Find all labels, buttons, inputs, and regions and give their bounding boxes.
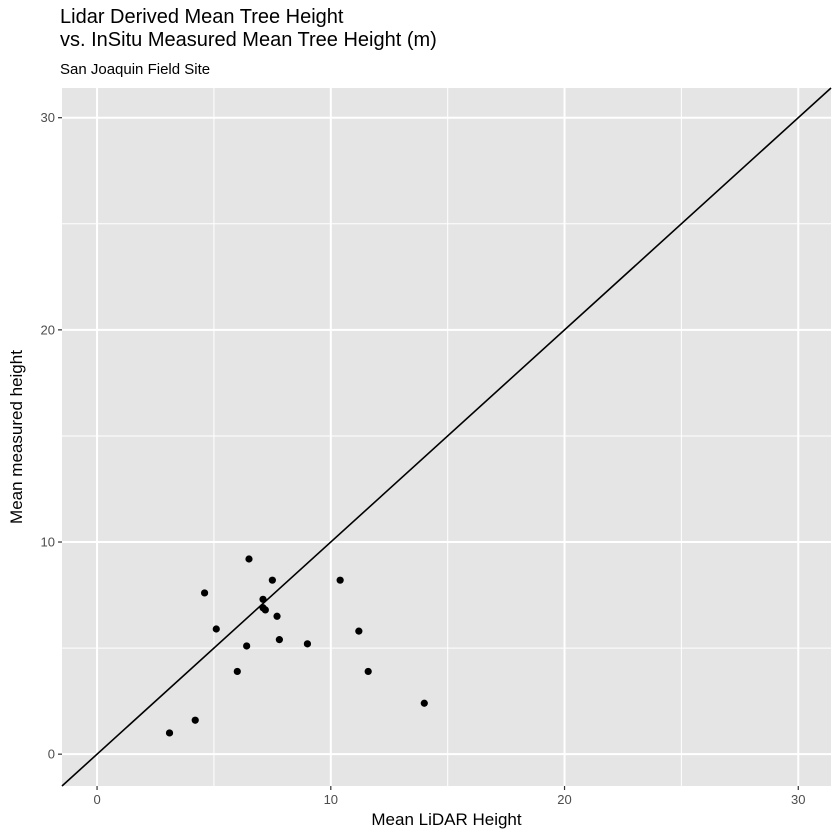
major-gridlines — [62, 88, 831, 786]
y-tick-label: 10 — [41, 535, 55, 550]
chart-title-line-1: Lidar Derived Mean Tree Height — [60, 6, 344, 28]
data-point — [243, 642, 251, 650]
data-point — [200, 589, 209, 597]
x-axis-label: Mean LiDAR Height — [371, 810, 522, 829]
x-tick-label: 30 — [791, 792, 805, 807]
data-point — [245, 555, 253, 563]
x-axis: 0 10 20 30 — [93, 786, 806, 807]
data-point — [268, 576, 276, 584]
data-point — [165, 729, 174, 737]
identity-reference-line — [61, 87, 832, 787]
y-tick-label: 0 — [48, 747, 55, 762]
minor-gridlines — [62, 88, 831, 786]
data-points — [165, 555, 428, 737]
data-point — [303, 640, 312, 648]
y-tick-label: 30 — [41, 110, 55, 125]
y-axis-label: Mean measured height — [7, 350, 26, 524]
chart-title: Lidar Derived Mean Tree Height vs. InSit… — [60, 6, 437, 52]
y-axis: 0 10 20 30 — [41, 110, 62, 762]
x-tick-label: 20 — [557, 792, 571, 807]
chart-subtitle: San Joaquin Field Site — [60, 61, 211, 78]
y-tick-label: 20 — [41, 322, 55, 337]
data-point — [420, 699, 428, 707]
data-point — [233, 667, 241, 676]
data-point — [355, 627, 363, 635]
data-point — [212, 625, 220, 633]
x-tick-label: 0 — [93, 792, 100, 807]
data-point — [259, 595, 267, 603]
data-point — [261, 606, 269, 614]
data-point — [275, 636, 283, 644]
chart-title-line-2: vs. InSitu Measured Mean Tree Height (m) — [60, 29, 437, 51]
data-point — [273, 612, 281, 620]
data-point — [191, 716, 199, 724]
data-point — [336, 576, 344, 584]
x-tick-label: 10 — [324, 792, 338, 807]
data-point — [364, 667, 372, 676]
